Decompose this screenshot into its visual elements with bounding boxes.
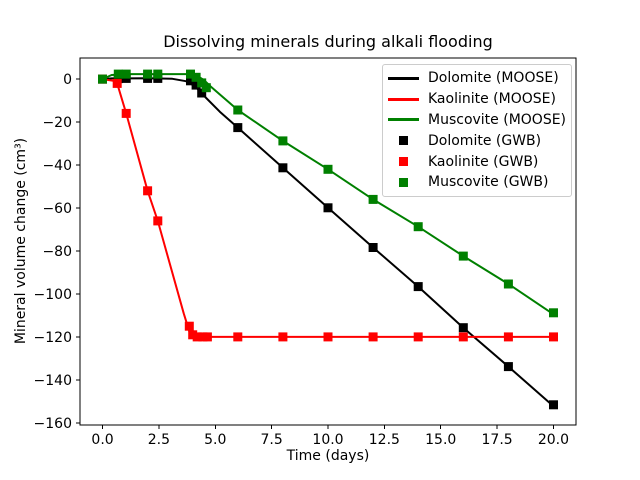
x-tick-label: 2.5 xyxy=(148,432,170,448)
legend-item-muscovite-gwb: Muscovite (GWB) xyxy=(388,172,565,193)
data-point-marker xyxy=(191,72,201,82)
data-point-marker xyxy=(458,323,468,333)
legend-marker-sample xyxy=(388,136,419,146)
x-tick-label: 12.5 xyxy=(369,432,400,448)
y-tick-label: −120 xyxy=(34,330,72,346)
data-point-marker xyxy=(323,164,333,174)
y-tick-label: −140 xyxy=(34,373,72,389)
x-tick-label: 10.0 xyxy=(312,432,343,448)
x-tick-label: 20.0 xyxy=(538,432,569,448)
data-point-marker xyxy=(192,332,202,342)
data-point-marker xyxy=(184,321,194,331)
line-swatch xyxy=(388,76,419,80)
legend-line-sample xyxy=(388,97,419,101)
y-axis-label: Mineral volume change (cm³) xyxy=(13,137,29,345)
data-point-marker xyxy=(186,69,195,79)
data-point-marker xyxy=(278,163,288,173)
x-tick-label: 5.0 xyxy=(204,432,226,448)
data-point-marker xyxy=(121,108,131,118)
data-point-marker xyxy=(549,308,558,318)
data-point-marker xyxy=(368,332,378,342)
data-point-marker xyxy=(153,69,163,79)
data-point-marker xyxy=(413,332,423,342)
y-tick-label: −60 xyxy=(42,201,72,217)
data-point-marker xyxy=(503,332,513,342)
data-point-marker xyxy=(121,69,131,79)
data-point-marker xyxy=(549,332,558,342)
data-point-marker xyxy=(143,186,153,196)
chart-title: Dissolving minerals during alkali floodi… xyxy=(163,32,493,51)
legend-label: Dolomite (GWB) xyxy=(428,132,542,149)
data-point-marker xyxy=(549,400,558,410)
data-point-marker xyxy=(112,78,122,88)
data-point-marker xyxy=(413,282,423,292)
legend-label: Dolomite (MOOSE) xyxy=(428,70,559,87)
data-point-marker xyxy=(191,80,201,90)
legend-item-dolomite-moose: Dolomite (MOOSE) xyxy=(388,68,565,89)
data-point-marker xyxy=(233,123,243,133)
data-point-marker xyxy=(197,88,207,98)
legend-item-kaolinite-gwb: Kaolinite (GWB) xyxy=(388,151,565,172)
y-tick-label: 0 xyxy=(63,72,72,88)
y-tick-label: −40 xyxy=(42,158,72,174)
legend-item-kaolinite-moose: Kaolinite (MOOSE) xyxy=(388,89,565,110)
y-tick-label: −100 xyxy=(34,287,72,303)
data-point-marker xyxy=(458,251,468,261)
data-point-marker xyxy=(503,279,513,289)
x-tick-label: 17.5 xyxy=(482,432,513,448)
data-point-marker xyxy=(143,69,153,79)
data-point-marker xyxy=(98,74,107,84)
data-point-marker xyxy=(503,362,513,372)
data-point-marker xyxy=(368,243,378,252)
square-swatch xyxy=(399,157,408,167)
data-point-marker xyxy=(278,332,288,342)
data-point-marker xyxy=(323,203,333,213)
square-swatch xyxy=(399,177,408,187)
data-point-marker xyxy=(201,83,211,93)
legend-item-muscovite-moose: Muscovite (MOOSE) xyxy=(388,110,567,131)
series-markers-muscovite-gwb xyxy=(98,69,558,318)
data-point-marker xyxy=(202,332,212,342)
line-swatch xyxy=(388,118,419,122)
legend-item-dolomite-gwb: Dolomite (GWB) xyxy=(388,130,565,151)
x-tick-label: 0.0 xyxy=(91,432,113,448)
legend-line-sample xyxy=(388,76,419,80)
x-tick-label: 7.5 xyxy=(261,432,283,448)
square-swatch xyxy=(399,136,408,146)
legend-label: Muscovite (GWB) xyxy=(428,174,549,191)
data-point-marker xyxy=(278,136,288,146)
x-axis-ticks: 0.0 2.5 5.0 7.5 10.0 12.5 15.0 17.5 20.0 xyxy=(91,425,569,448)
legend-marker-sample xyxy=(388,157,419,167)
data-point-marker xyxy=(413,222,423,232)
legend-label: Kaolinite (GWB) xyxy=(428,153,539,170)
x-tick-label: 15.0 xyxy=(425,432,456,448)
x-axis-label: Time (days) xyxy=(286,448,370,464)
legend-line-sample xyxy=(388,118,419,122)
data-point-marker xyxy=(368,194,378,204)
line-swatch xyxy=(388,97,419,101)
data-point-marker xyxy=(113,69,123,79)
legend: Dolomite (MOOSE) Kaolinite (MOOSE) Muscovi… xyxy=(382,64,572,197)
data-point-marker xyxy=(323,332,333,342)
legend-label: Muscovite (MOOSE) xyxy=(428,111,567,128)
y-tick-label: −160 xyxy=(34,416,72,432)
data-point-marker xyxy=(458,332,468,342)
data-point-marker xyxy=(233,332,243,342)
y-axis-ticks: 0 −20 −40 −60 −80 −100 −120 −140 −160 xyxy=(34,72,80,432)
data-point-marker xyxy=(197,78,207,88)
y-tick-label: −20 xyxy=(42,115,72,131)
data-point-marker xyxy=(233,105,243,115)
y-tick-label: −80 xyxy=(42,244,72,260)
data-point-marker xyxy=(186,76,195,86)
legend-label: Kaolinite (MOOSE) xyxy=(428,91,556,108)
data-point-marker xyxy=(153,216,163,226)
legend-marker-sample xyxy=(388,177,419,187)
